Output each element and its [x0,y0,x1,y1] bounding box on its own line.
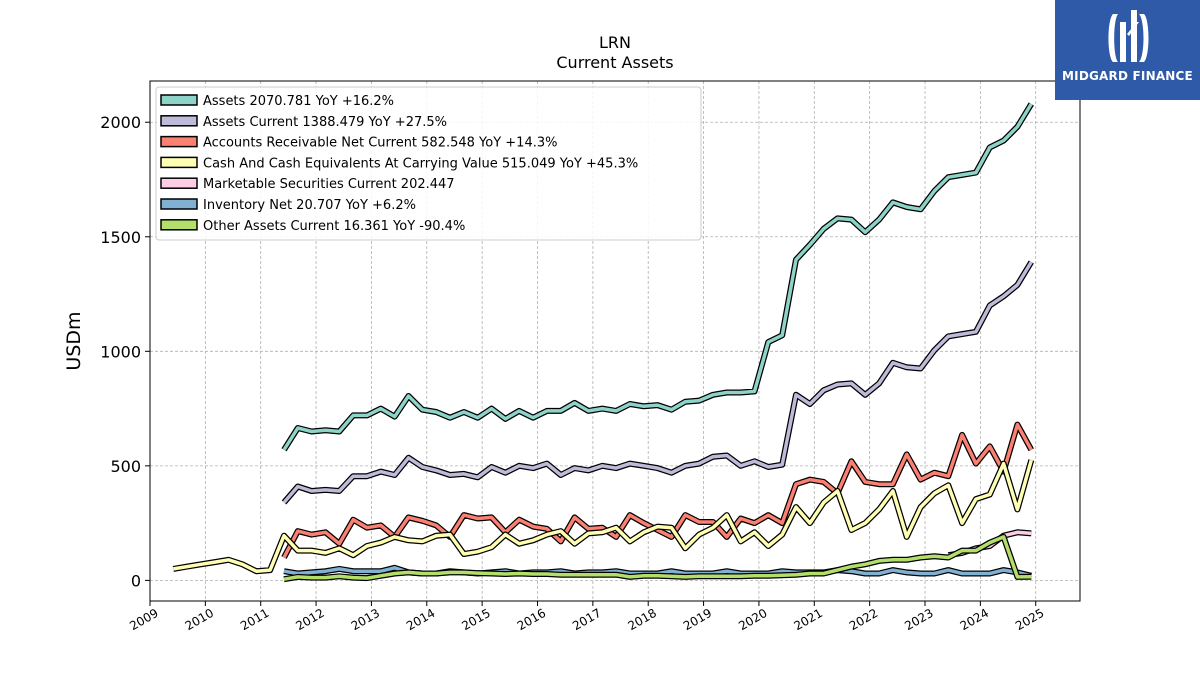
y-tick-label: 1000 [100,342,141,361]
x-tick-label: 2021 [792,606,825,633]
legend-item: Inventory Net 20.707 YoY +6.2% [160,198,416,213]
series-line [282,422,1033,559]
y-tick-label: 2000 [100,113,141,132]
x-tick-label: 2016 [515,606,548,633]
legend-item: Other Assets Current 16.361 YoY -90.4% [160,219,465,234]
legend-label: Other Assets Current 16.361 YoY -90.4% [203,219,465,234]
series-2 [281,421,1034,559]
legend-swatch [160,219,198,231]
brand-emblem-icon [1108,10,1149,62]
legend-item: Cash And Cash Equivalents At Carrying Va… [160,156,638,171]
x-tick-label: 2009 [127,606,160,633]
x-tick-label: 2017 [570,606,603,633]
chart-subtitle: Current Assets [556,53,673,72]
x-axis-ticks: 2009 2010 2011 2012 2013 2014 2015 2016 2017 2018… [127,601,1046,633]
y-tick-label: 0 [131,571,141,590]
legend-label: Assets Current 1388.479 YoY +27.5% [203,115,447,130]
series-0 [281,102,1034,452]
legend-swatch [160,135,198,148]
series-layer [172,102,1035,583]
plot-frame [149,80,1081,602]
brand-logo: MIDGARD FINANCE [1055,0,1200,100]
legend-frame [155,86,702,241]
series-line [282,261,1033,504]
legend-item: Marketable Securities Current 202.447 [160,177,455,192]
series-line [283,535,1032,581]
y-tick-label: 500 [110,457,141,476]
x-tick-label: 2011 [238,606,271,633]
legend-swatch [160,177,198,189]
legend-label: Accounts Receivable Net Current 582.548 … [203,136,558,151]
x-tick-label: 2010 [183,606,216,633]
x-tick-label: 2018 [625,606,658,633]
series-6 [283,533,1032,583]
x-tick-label: 2019 [681,606,714,633]
legend-swatch [160,198,198,210]
x-tick-label: 2022 [847,606,880,633]
legend-item: Assets 2070.781 YoY +16.2% [160,94,394,109]
y-axis-label: USDm [63,311,85,370]
x-tick-label: 2013 [349,606,382,633]
x-tick-label: 2024 [958,606,991,633]
chart-title: LRN [599,33,631,52]
y-tick-label: 1500 [100,228,141,247]
x-tick-label: 2023 [902,606,935,633]
legend-swatch [160,115,198,127]
x-tick-label: 2012 [293,606,326,633]
series-3 [172,459,1035,575]
legend-label: Inventory Net 20.707 YoY +6.2% [203,198,416,213]
series-line-outline [172,459,1035,575]
series-line [173,459,1033,573]
x-tick-label: 2025 [1013,606,1046,633]
legend: Assets 2070.781 YoY +16.2% Assets Current… [155,86,702,241]
x-tick-label: 2015 [459,606,492,633]
brand-name: MIDGARD FINANCE [1062,69,1193,83]
series-line [282,102,1033,451]
x-tick-label: 2020 [736,606,769,633]
x-tick-label: 2014 [404,606,437,633]
legend-label: Marketable Securities Current 202.447 [203,177,455,192]
legend-item: Assets Current 1388.479 YoY +27.5% [160,115,447,130]
legend-item: Accounts Receivable Net Current 582.548 … [160,135,558,151]
legend-swatch [160,94,198,106]
legend-label: Assets 2070.781 YoY +16.2% [203,94,394,109]
legend-swatch [160,156,198,169]
legend-label: Cash And Cash Equivalents At Carrying Va… [203,156,638,171]
y-axis-ticks: 0 500 1000 1500 2000 [100,113,150,590]
series-1 [281,260,1034,505]
